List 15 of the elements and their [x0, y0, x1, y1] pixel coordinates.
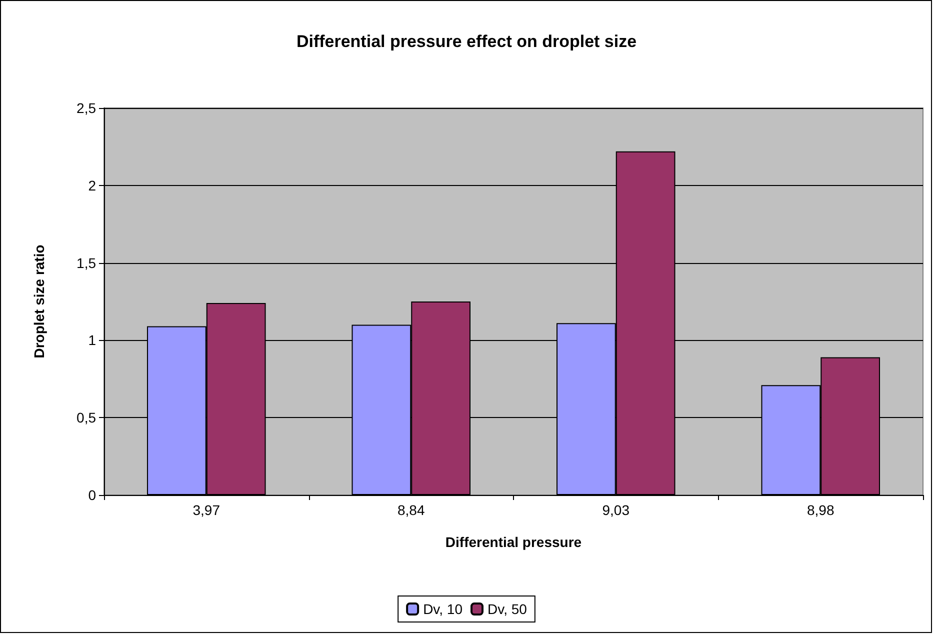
x-tick-label: 3,97: [192, 502, 220, 518]
x-axis-title: Differential pressure: [445, 534, 582, 550]
chart-title: Differential pressure effect on droplet size: [296, 32, 637, 51]
y-tick-label: 1,5: [76, 254, 96, 271]
y-tick-label: 0: [88, 487, 96, 503]
x-tick-label: 8,98: [807, 502, 834, 518]
legend-label: Dv, 50: [488, 601, 528, 617]
y-axis-title: Droplet size ratio: [31, 244, 47, 358]
y-tick-label: 0,5: [76, 410, 96, 426]
legend-label: Dv, 10: [423, 601, 463, 617]
x-tick-label: 8,84: [398, 502, 425, 518]
y-tick-label: 1: [88, 332, 96, 348]
y-tick-label: 2,5: [76, 100, 96, 116]
y-tick-label: 2: [88, 177, 96, 194]
x-tick-label: 9,03: [602, 502, 630, 518]
